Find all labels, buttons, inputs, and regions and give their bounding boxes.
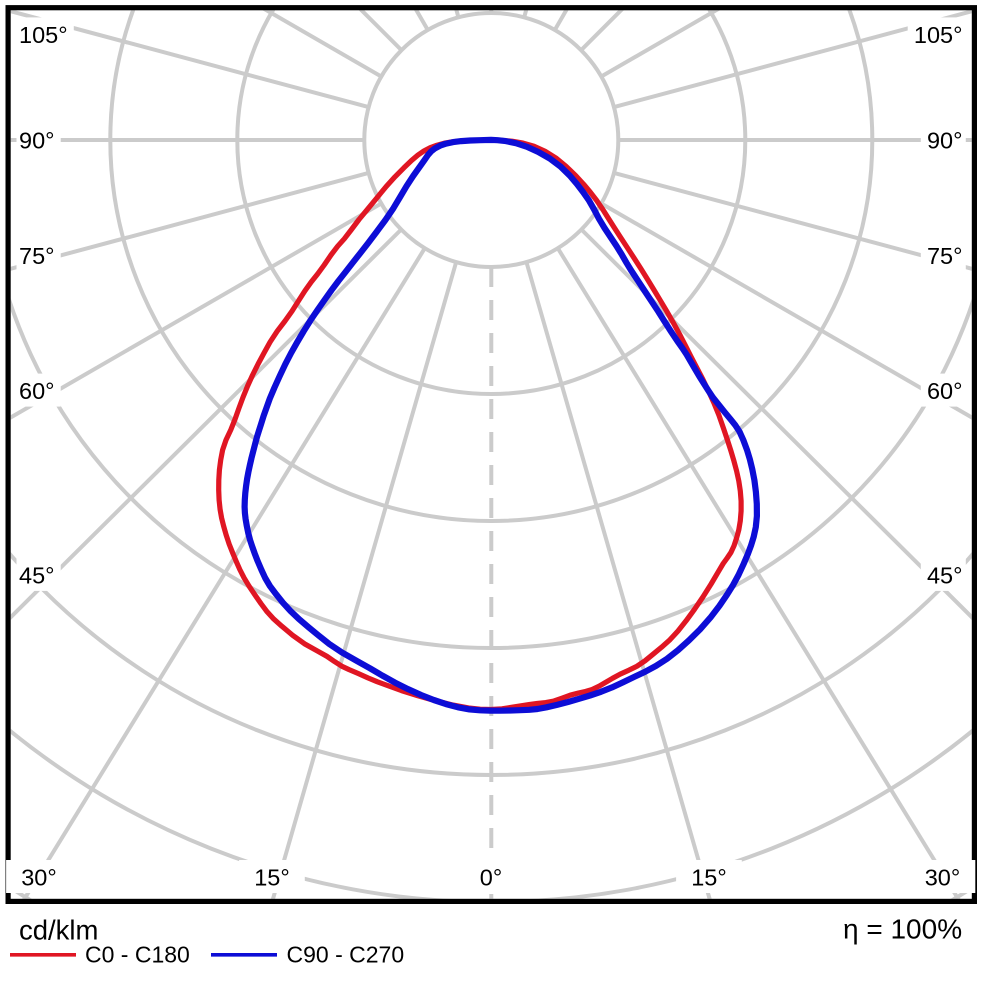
- svg-text:0°: 0°: [480, 865, 502, 891]
- svg-text:60°: 60°: [927, 378, 963, 404]
- svg-text:cd/klm: cd/klm: [19, 914, 98, 945]
- svg-text:C90 - C270: C90 - C270: [287, 941, 405, 967]
- svg-text:η = 100%: η = 100%: [843, 914, 962, 945]
- svg-text:105°: 105°: [914, 22, 963, 48]
- svg-text:75°: 75°: [19, 243, 55, 269]
- svg-text:C0 - C180: C0 - C180: [85, 941, 190, 967]
- svg-text:90°: 90°: [927, 127, 963, 153]
- svg-text:45°: 45°: [19, 562, 55, 588]
- svg-text:15°: 15°: [691, 865, 727, 891]
- svg-text:60°: 60°: [19, 378, 55, 404]
- svg-text:45°: 45°: [927, 562, 963, 588]
- svg-text:90°: 90°: [19, 127, 55, 153]
- svg-text:75°: 75°: [927, 243, 963, 269]
- svg-text:15°: 15°: [254, 865, 290, 891]
- svg-text:105°: 105°: [19, 22, 68, 48]
- svg-text:30°: 30°: [925, 865, 961, 891]
- svg-text:30°: 30°: [21, 865, 57, 891]
